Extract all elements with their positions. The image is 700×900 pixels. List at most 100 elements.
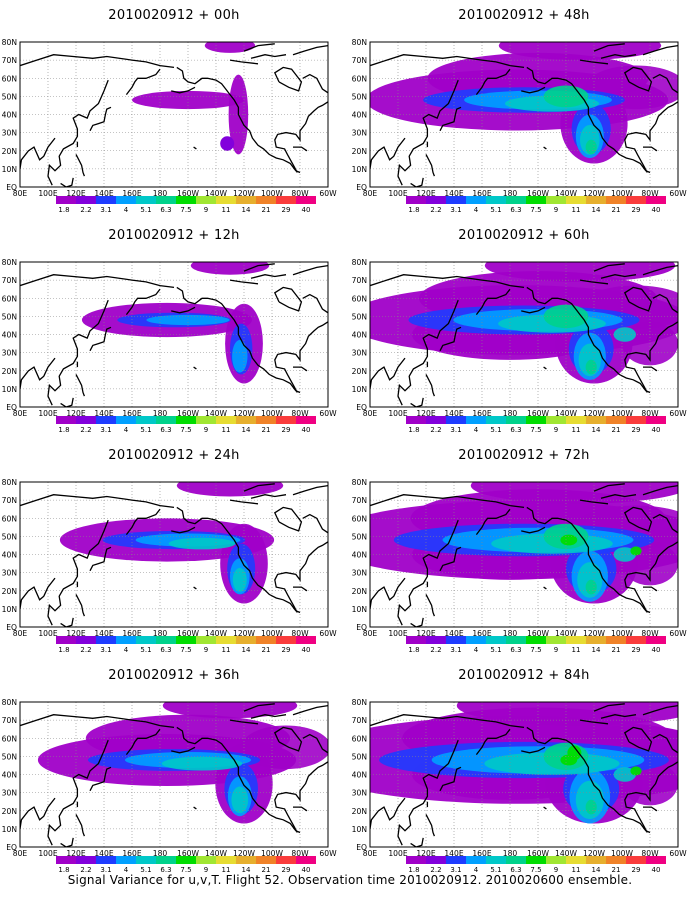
colorbar-label: 4 [474,426,479,434]
colorbar-label: 29 [632,426,641,434]
colorbar-label: 6.3 [160,206,171,214]
colorbar-label: 1.8 [58,646,69,654]
colorbar-label: 14 [592,866,601,874]
lat-tick-label: 80N [352,478,367,487]
lon-tick-label: 160E [122,849,141,858]
lon-tick-label: 120W [583,409,605,418]
lat-tick-label: 60N [352,294,367,303]
panel-title: 2010020912 + 00h [108,8,240,23]
colorbar: 1.8 2.2 3.1 4 5.1 6.3 7.5 9 11 14 21 29 40 [406,196,666,214]
map-panel: 2010020912 + 12h 80N 70N 60N 50N 40N 30N 20N 10N… [2,228,350,438]
lat-tick-label: EQ [356,403,367,412]
colorbar-swatch [256,636,276,644]
colorbar-label: 5.1 [490,206,501,214]
colorbar-swatch [256,856,276,864]
lat-tick-label: 70N [352,56,367,65]
colorbar-swatch [446,636,466,644]
colorbar-swatch [586,196,606,204]
colorbar-label: 5.1 [140,426,151,434]
coastlines [370,43,678,187]
shaded-field [370,482,678,627]
colorbar-swatch [466,856,486,864]
colorbar-swatch [156,856,176,864]
colorbar-label: 1.8 [58,206,69,214]
colorbar-label: 4 [124,206,129,214]
lat-tick-label: 60N [352,514,367,523]
lon-tick-label: 140W [555,849,577,858]
lat-tick-label: 40N [2,551,17,560]
lon-tick-label: 120W [583,189,605,198]
lon-tick-label: 180 [503,849,518,858]
lon-tick-label: 100E [38,849,57,858]
colorbar-label: 4 [124,646,129,654]
panel-title: 2010020912 + 84h [458,668,590,683]
colorbar-swatch [466,196,486,204]
colorbar-swatch [136,856,156,864]
shaded-field [20,482,328,627]
colorbar-swatch [256,196,276,204]
colorbar-swatch [76,416,96,424]
colorbar-swatch [526,856,546,864]
colorbar-swatch [56,856,76,864]
colorbar: 1.8 2.2 3.1 4 5.1 6.3 7.5 9 11 14 21 29 40 [56,416,316,434]
lat-tick-label: 60N [352,74,367,83]
lat-tick-label: 40N [352,551,367,560]
colorbar: 1.8 2.2 3.1 4 5.1 6.3 7.5 9 11 14 21 29 40 [406,416,666,434]
colorbar-label: 3.1 [450,646,461,654]
lat-tick-label: 80N [352,698,367,707]
lon-tick-label: 160W [527,629,549,638]
lat-tick-label: 20N [2,587,17,596]
lat-tick-label: 40N [2,111,17,120]
colorbar-swatch [506,856,526,864]
colorbar-swatch [446,196,466,204]
lat-tick-label: 50N [2,532,17,541]
lon-tick-label: 160W [527,189,549,198]
lon-tick-label: 100W [611,629,633,638]
colorbar-swatch [586,856,606,864]
colorbar-label: 2.2 [430,866,441,874]
colorbar-swatch [56,636,76,644]
colorbar-label: 11 [572,206,581,214]
colorbar-label: 2.2 [430,426,441,434]
colorbar-swatch [276,856,296,864]
colorbar: 1.8 2.2 3.1 4 5.1 6.3 7.5 9 11 14 21 29 40 [56,636,316,654]
colorbar-swatch [76,636,96,644]
lat-tick-label: 40N [2,331,17,340]
colorbar-swatch [76,856,96,864]
colorbar-swatch [196,636,216,644]
lat-tick-label: 10N [352,825,367,834]
lon-tick-label: 100W [611,849,633,858]
colorbar-label: 6.3 [510,426,521,434]
colorbar-swatch [626,416,646,424]
colorbar-label: 2.2 [80,646,91,654]
colorbar-swatch [626,856,646,864]
lon-tick-label: 180 [153,189,168,198]
coastlines [370,703,678,847]
lon-tick-label: 60W [669,409,687,418]
colorbar-label: 1.8 [408,866,419,874]
lon-tick-label: 60W [319,629,337,638]
lon-tick-label: 140E [94,409,113,418]
colorbar-label: 1.8 [58,426,69,434]
colorbar-label: 3.1 [450,206,461,214]
colorbar-label: 11 [572,426,581,434]
colorbar-swatch [156,196,176,204]
lon-tick-label: 100E [38,189,57,198]
lat-tick-label: 20N [352,587,367,596]
lon-tick-label: 120E [66,409,85,418]
colorbar-swatch [546,636,566,644]
lon-tick-label: 60W [669,849,687,858]
lon-tick-label: 140E [94,849,113,858]
colorbar-swatch [216,196,236,204]
lon-tick-label: 160E [122,189,141,198]
map-frame [19,481,329,628]
colorbar: 1.8 2.2 3.1 4 5.1 6.3 7.5 9 11 14 21 29 40 [406,856,666,874]
lon-tick-label: 100W [261,189,283,198]
colorbar-label: 40 [652,866,661,874]
colorbar-swatch [96,856,116,864]
colorbar-label: 2.2 [80,866,91,874]
colorbar-swatch [216,416,236,424]
